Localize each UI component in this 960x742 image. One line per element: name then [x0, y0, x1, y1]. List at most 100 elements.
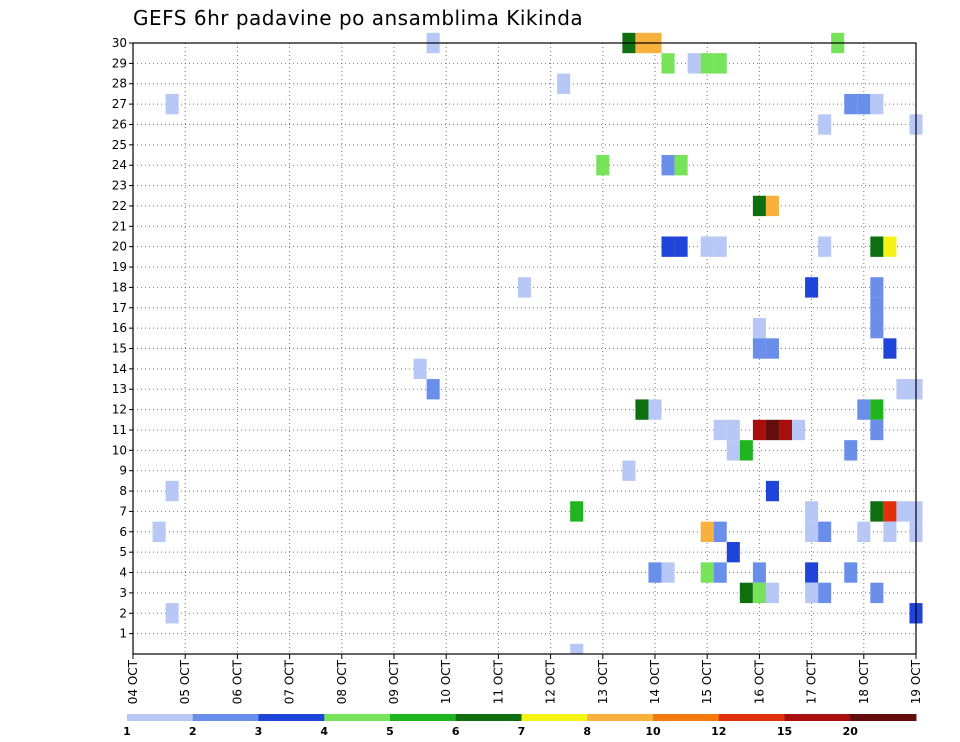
y-tick-label: 2 — [119, 606, 127, 620]
precip-cell — [570, 501, 584, 522]
x-tick-label: 19 OCT — [909, 659, 923, 704]
x-tick-label: 13 OCT — [596, 659, 610, 704]
colorbar-swatch — [324, 714, 391, 721]
colorbar-label: 15 — [777, 725, 792, 738]
precip-cell — [570, 643, 584, 654]
y-tick-label: 4 — [119, 566, 127, 580]
precip-cell — [870, 582, 884, 604]
precip-cell — [752, 582, 766, 604]
x-tick-label: 04 OCT — [126, 659, 140, 704]
colorbar-swatch — [850, 714, 917, 721]
precip-cell — [726, 419, 740, 441]
precip-cell — [739, 440, 753, 461]
precip-cell — [165, 93, 179, 115]
x-tick-label: 15 OCT — [700, 659, 714, 704]
precip-cell — [896, 501, 910, 522]
precip-cell — [818, 236, 832, 257]
colorbar-swatch — [192, 714, 259, 721]
precip-cell — [805, 562, 819, 583]
precip-cell — [596, 155, 610, 176]
precip-cell — [687, 53, 701, 74]
precip-cell — [818, 114, 832, 135]
x-tick-label: 06 OCT — [230, 659, 244, 704]
precip-cell — [883, 501, 897, 522]
y-tick-label: 25 — [112, 138, 127, 152]
precip-cell — [165, 480, 179, 502]
colorbar-swatch — [521, 714, 588, 721]
precip-cell — [661, 236, 675, 257]
x-tick-label: 10 OCT — [439, 659, 453, 704]
precip-cell — [844, 562, 858, 583]
precip-cell — [661, 562, 675, 583]
y-tick-label: 6 — [119, 525, 127, 539]
precip-cell — [700, 521, 714, 542]
colorbar-label: 20 — [843, 725, 859, 738]
y-tick-label: 14 — [112, 362, 127, 376]
colorbar-label: 6 — [452, 725, 460, 738]
colorbar-label: 5 — [386, 725, 394, 738]
y-tick-label: 9 — [119, 464, 127, 478]
x-tick-label: 18 OCT — [857, 659, 871, 704]
precip-cell — [517, 277, 532, 298]
precip-cell — [883, 338, 897, 359]
plot-frame — [132, 42, 917, 655]
colorbar-label: 12 — [711, 725, 726, 738]
precip-cell — [792, 419, 806, 441]
precip-cell — [426, 379, 440, 400]
precip-cell — [700, 236, 714, 257]
precip-cell — [674, 155, 688, 176]
precip-cell — [635, 399, 649, 420]
precip-cell — [557, 73, 571, 94]
precip-cell — [857, 399, 871, 420]
colorbar-label: 7 — [518, 725, 526, 738]
y-tick-label: 19 — [112, 260, 127, 274]
precip-cell — [870, 419, 884, 441]
precip-cell — [648, 562, 662, 583]
precip-cell — [765, 419, 779, 441]
precip-cell — [752, 317, 766, 339]
y-tick-label: 28 — [112, 77, 127, 91]
colorbar-label: 8 — [583, 725, 591, 738]
y-tick-label: 3 — [119, 586, 127, 600]
precip-cell — [883, 236, 897, 257]
precip-cell — [713, 236, 727, 257]
precip-cell — [752, 562, 766, 583]
y-tick-label: 12 — [112, 403, 127, 417]
precip-cell — [661, 155, 675, 176]
precip-cell — [713, 521, 727, 542]
precip-cell — [713, 562, 727, 583]
precip-cell — [870, 501, 884, 522]
y-tick-label: 23 — [112, 179, 127, 193]
precip-cell — [870, 399, 884, 420]
precip-cell — [857, 93, 871, 115]
chart-title: GEFS 6hr padavine po ansamblima Kikinda — [133, 6, 584, 30]
y-tick-label: 22 — [112, 199, 127, 213]
y-tick-label: 26 — [112, 117, 127, 131]
colorbar-label: 1 — [123, 725, 131, 738]
x-tick-label: 11 OCT — [491, 659, 505, 704]
precip-cell — [700, 53, 714, 74]
y-tick-label: 21 — [112, 219, 127, 233]
precip-cell — [713, 53, 727, 74]
colorbar-swatch — [718, 714, 785, 721]
y-tick-label: 20 — [112, 240, 127, 254]
precip-cell — [883, 521, 897, 542]
precip-cell — [805, 521, 819, 542]
precip-cell — [818, 521, 832, 542]
precip-cell — [805, 582, 819, 604]
y-tick-label: 17 — [112, 301, 127, 315]
y-tick-label: 7 — [119, 504, 127, 518]
precip-cell — [765, 195, 779, 217]
precip-cell — [726, 541, 740, 563]
colorbar-swatch — [587, 714, 654, 721]
y-tick-label: 18 — [112, 280, 127, 294]
y-tick-label: 24 — [112, 158, 127, 172]
x-tick-label: 12 OCT — [544, 659, 558, 704]
y-tick-label: 5 — [119, 545, 127, 559]
precip-cell — [857, 521, 871, 542]
precip-cell — [844, 93, 858, 115]
x-tick-label: 09 OCT — [387, 659, 401, 704]
colorbar-swatch — [784, 714, 851, 721]
colorbar-label: 4 — [320, 725, 328, 738]
